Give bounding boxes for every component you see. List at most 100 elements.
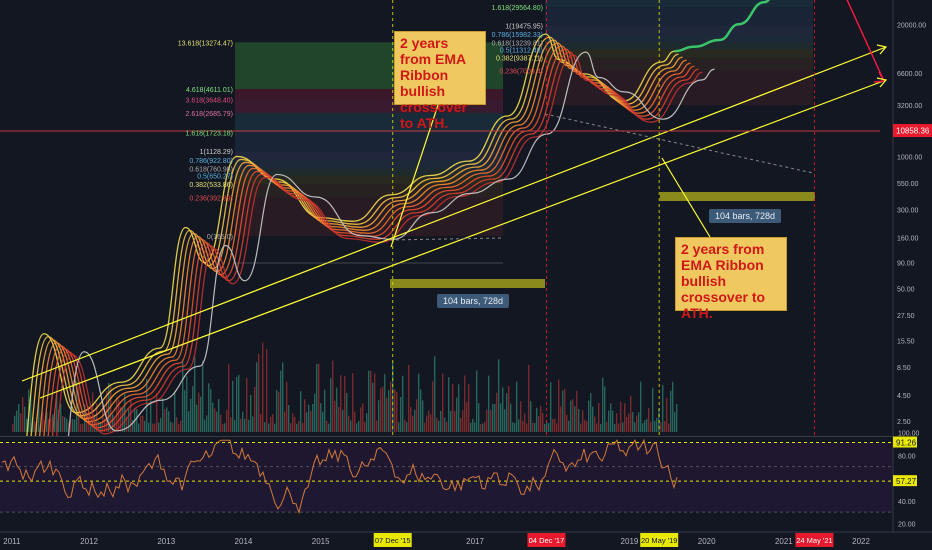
volume-bar	[136, 409, 138, 432]
volume-bar	[534, 422, 536, 432]
year-tick-label: 2014	[235, 537, 253, 546]
volume-bar	[24, 406, 26, 432]
volume-bar	[20, 413, 22, 432]
volume-bar	[244, 418, 246, 432]
volume-bar	[206, 415, 208, 432]
volume-bar	[590, 393, 592, 432]
rsi-lower-label: 57.27	[896, 477, 917, 486]
volume-bar	[578, 409, 580, 432]
volume-bar	[504, 409, 506, 432]
volume-bar	[420, 389, 422, 432]
volume-bar	[214, 408, 216, 432]
volume-bar	[554, 418, 556, 432]
volume-bar	[484, 421, 486, 432]
volume-bar	[222, 423, 224, 432]
volume-bar	[448, 377, 450, 432]
volume-bar	[154, 423, 156, 432]
price-tick-label: 50.00	[897, 287, 915, 294]
volume-bar	[300, 391, 302, 432]
volume-bar	[406, 422, 408, 432]
volume-bar	[298, 420, 300, 432]
volume-bar	[230, 417, 232, 432]
volume-bar	[76, 381, 78, 432]
rsi-band	[0, 481, 893, 513]
volume-bar	[228, 364, 230, 432]
volume-bar	[156, 393, 158, 432]
volume-bar	[166, 407, 168, 432]
volume-bar	[338, 406, 340, 432]
volume-bar	[282, 362, 284, 432]
volume-bar	[624, 403, 626, 432]
volume-bar	[190, 398, 192, 432]
volume-bar	[526, 423, 528, 432]
volume-bar	[64, 417, 66, 432]
fib-label: 0.236(392.89)	[189, 196, 233, 203]
volume-bar	[150, 400, 152, 432]
fib-label: 0.5(650.27)	[197, 173, 233, 180]
volume-bar	[452, 383, 454, 432]
volume-bar	[674, 411, 676, 432]
volume-bar	[232, 380, 234, 432]
event-lines	[392, 0, 815, 532]
date-highlight	[640, 533, 679, 547]
fib-label: 0.382(533.86)	[189, 182, 233, 189]
volume-bar	[648, 407, 650, 432]
volume-bar	[626, 416, 628, 432]
volume-bar	[68, 422, 70, 432]
volume-bar	[416, 399, 418, 432]
volume-bar	[530, 401, 532, 432]
volume-bar	[238, 374, 240, 432]
volume-bar	[226, 410, 228, 432]
volume-bar	[210, 389, 212, 432]
fib-label: 0.236(7003.4)	[499, 69, 543, 76]
volume-bar	[188, 411, 190, 432]
volume-bar	[628, 413, 630, 432]
volume-bar	[152, 423, 154, 432]
volume-bar	[160, 418, 162, 432]
volume-bar	[588, 400, 590, 432]
price-tick-label: 2.50	[897, 419, 911, 426]
volume-bar	[612, 410, 614, 432]
volume-bar	[270, 416, 272, 432]
volume-bar	[538, 416, 540, 432]
volume-bar	[26, 418, 28, 432]
fib-label: 0.618(760.98)	[189, 167, 233, 174]
volume-bar	[278, 391, 280, 432]
volume-bar	[276, 389, 278, 432]
volume-bar	[312, 403, 314, 432]
volume-bar	[346, 393, 348, 432]
volume-bar	[260, 413, 262, 432]
volume-bar	[610, 403, 612, 432]
volume-bar	[364, 421, 366, 432]
volume-bar	[550, 382, 552, 432]
volume-bar	[468, 384, 470, 432]
volume-bar	[672, 381, 674, 432]
volume-bar	[426, 415, 428, 432]
volume-bar	[224, 423, 226, 432]
volume-bar	[592, 406, 594, 432]
volume-bar	[440, 410, 442, 432]
volume-bar	[560, 406, 562, 432]
volume-bar	[516, 381, 518, 432]
volume-bar	[622, 422, 624, 432]
volume-bar	[398, 422, 400, 432]
volume-bar	[574, 406, 576, 432]
fib-label: 0(165.0)	[207, 234, 233, 241]
volume-bar	[608, 410, 610, 432]
volume-bar	[242, 411, 244, 432]
volume-bar	[70, 419, 72, 432]
fib-zone	[235, 175, 503, 185]
volume-bar	[234, 420, 236, 432]
volume-bar	[542, 413, 544, 432]
volume-bar	[172, 422, 174, 432]
volume-bar	[618, 423, 620, 432]
volume-bar	[256, 362, 258, 432]
volume-bar	[642, 423, 644, 432]
year-tick-label: 2020	[698, 537, 716, 546]
volume-bar	[496, 392, 498, 432]
ema-line	[39, 54, 703, 537]
rsi-lower-tag	[893, 475, 917, 487]
rsi-line	[1, 438, 678, 515]
trend-arrowhead	[876, 44, 888, 55]
